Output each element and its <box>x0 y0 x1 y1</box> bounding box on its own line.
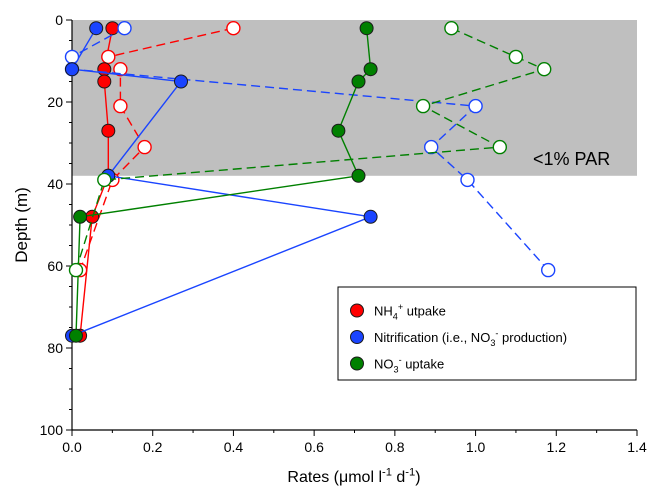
data-point-hollow <box>137 139 152 155</box>
data-point-filled <box>69 328 83 343</box>
y-tick-label: 100 <box>40 422 64 438</box>
series-1 <box>72 21 241 343</box>
x-tick-label: 1.4 <box>627 439 647 455</box>
superscript-text: -1 <box>405 466 415 478</box>
series-group <box>64 21 556 343</box>
text-segment: NH <box>374 304 393 319</box>
data-point-filled <box>331 123 346 138</box>
y-tick-label: 40 <box>47 176 63 192</box>
data-point-hollow <box>492 139 507 155</box>
legend-marker <box>350 330 364 344</box>
subscript-text: 3 <box>490 338 495 348</box>
legend-label: Nitrification (i.e., NO3- production) <box>374 329 567 348</box>
x-tick-label: 0.4 <box>224 439 244 455</box>
text-segment: ) <box>415 469 420 486</box>
legend-item: Nitrification (i.e., NO3- production) <box>350 329 567 348</box>
legend-label: NH4+ utpake <box>374 302 446 321</box>
data-point-hollow <box>226 21 241 36</box>
legend-marker <box>350 303 364 318</box>
x-tick-label: 1.0 <box>466 439 486 455</box>
x-tick-label: 0.2 <box>143 439 163 455</box>
y-axis-label: Depth (m) <box>12 187 31 263</box>
data-point-hollow <box>508 49 524 65</box>
data-point-hollow <box>541 262 556 278</box>
x-tick-label: 1.2 <box>547 439 567 455</box>
text-segment: Nitrification (i.e., NO <box>374 330 490 345</box>
y-tick-label: 0 <box>55 12 63 28</box>
x-tick-label: 0.8 <box>385 439 405 455</box>
text-segment: Rates (μmol l <box>287 469 382 486</box>
data-point-filled <box>351 168 366 183</box>
legend-marker <box>350 356 364 371</box>
y-tick-label: 20 <box>47 94 63 110</box>
shaded-region-group <box>72 20 637 176</box>
data-point-filled <box>363 209 378 224</box>
subscript-text: 3 <box>394 364 399 374</box>
data-point-hollow <box>468 98 483 114</box>
data-point-filled <box>65 62 79 77</box>
data-point-filled <box>359 21 374 36</box>
superscript-text: - <box>399 355 402 365</box>
data-point-hollow <box>537 61 552 77</box>
data-point-filled <box>73 209 88 224</box>
superscript-text: - <box>495 329 498 339</box>
subscript-text: 4 <box>393 311 398 321</box>
text-segment: d <box>392 469 405 486</box>
data-point-filled <box>101 123 116 138</box>
legend-item: NO3- uptake <box>350 355 444 374</box>
series-3 <box>68 21 552 343</box>
superscript-text: + <box>398 302 403 312</box>
data-point-hollow <box>101 49 116 65</box>
text-segment: NO <box>374 357 394 372</box>
data-point-hollow <box>460 172 475 188</box>
legend-label: NO3- uptake <box>374 355 444 374</box>
legend-item: NH4+ utpake <box>350 302 446 321</box>
text-segment: utpake <box>403 304 446 319</box>
data-point-filled <box>97 74 112 89</box>
x-tick-label: 0.0 <box>62 439 82 455</box>
legend-box <box>337 286 637 381</box>
data-point-hollow <box>117 21 132 36</box>
data-point-filled <box>351 74 366 89</box>
y-tick-label: 60 <box>47 258 63 274</box>
text-segment: uptake <box>402 357 445 372</box>
data-point-hollow <box>97 172 112 188</box>
x-tick-label: 0.6 <box>304 439 324 455</box>
data-point-filled <box>363 62 378 77</box>
data-point-filled <box>174 74 188 89</box>
shaded-region <box>72 20 637 176</box>
data-point-filled <box>89 21 104 36</box>
data-point-hollow <box>113 61 128 77</box>
data-point-hollow <box>444 21 459 36</box>
x-axis-label: Rates (μmol l-1 d-1) <box>287 466 420 486</box>
shaded-region-label: <1% PAR <box>533 149 610 169</box>
data-point-hollow <box>415 98 431 114</box>
superscript-text: -1 <box>382 466 392 478</box>
text-segment: production) <box>498 330 567 345</box>
data-point-hollow <box>424 139 439 155</box>
data-point-hollow <box>68 262 84 278</box>
y-tick-label: 80 <box>47 340 63 356</box>
data-point-hollow <box>113 98 128 114</box>
data-point-hollow <box>64 49 80 65</box>
